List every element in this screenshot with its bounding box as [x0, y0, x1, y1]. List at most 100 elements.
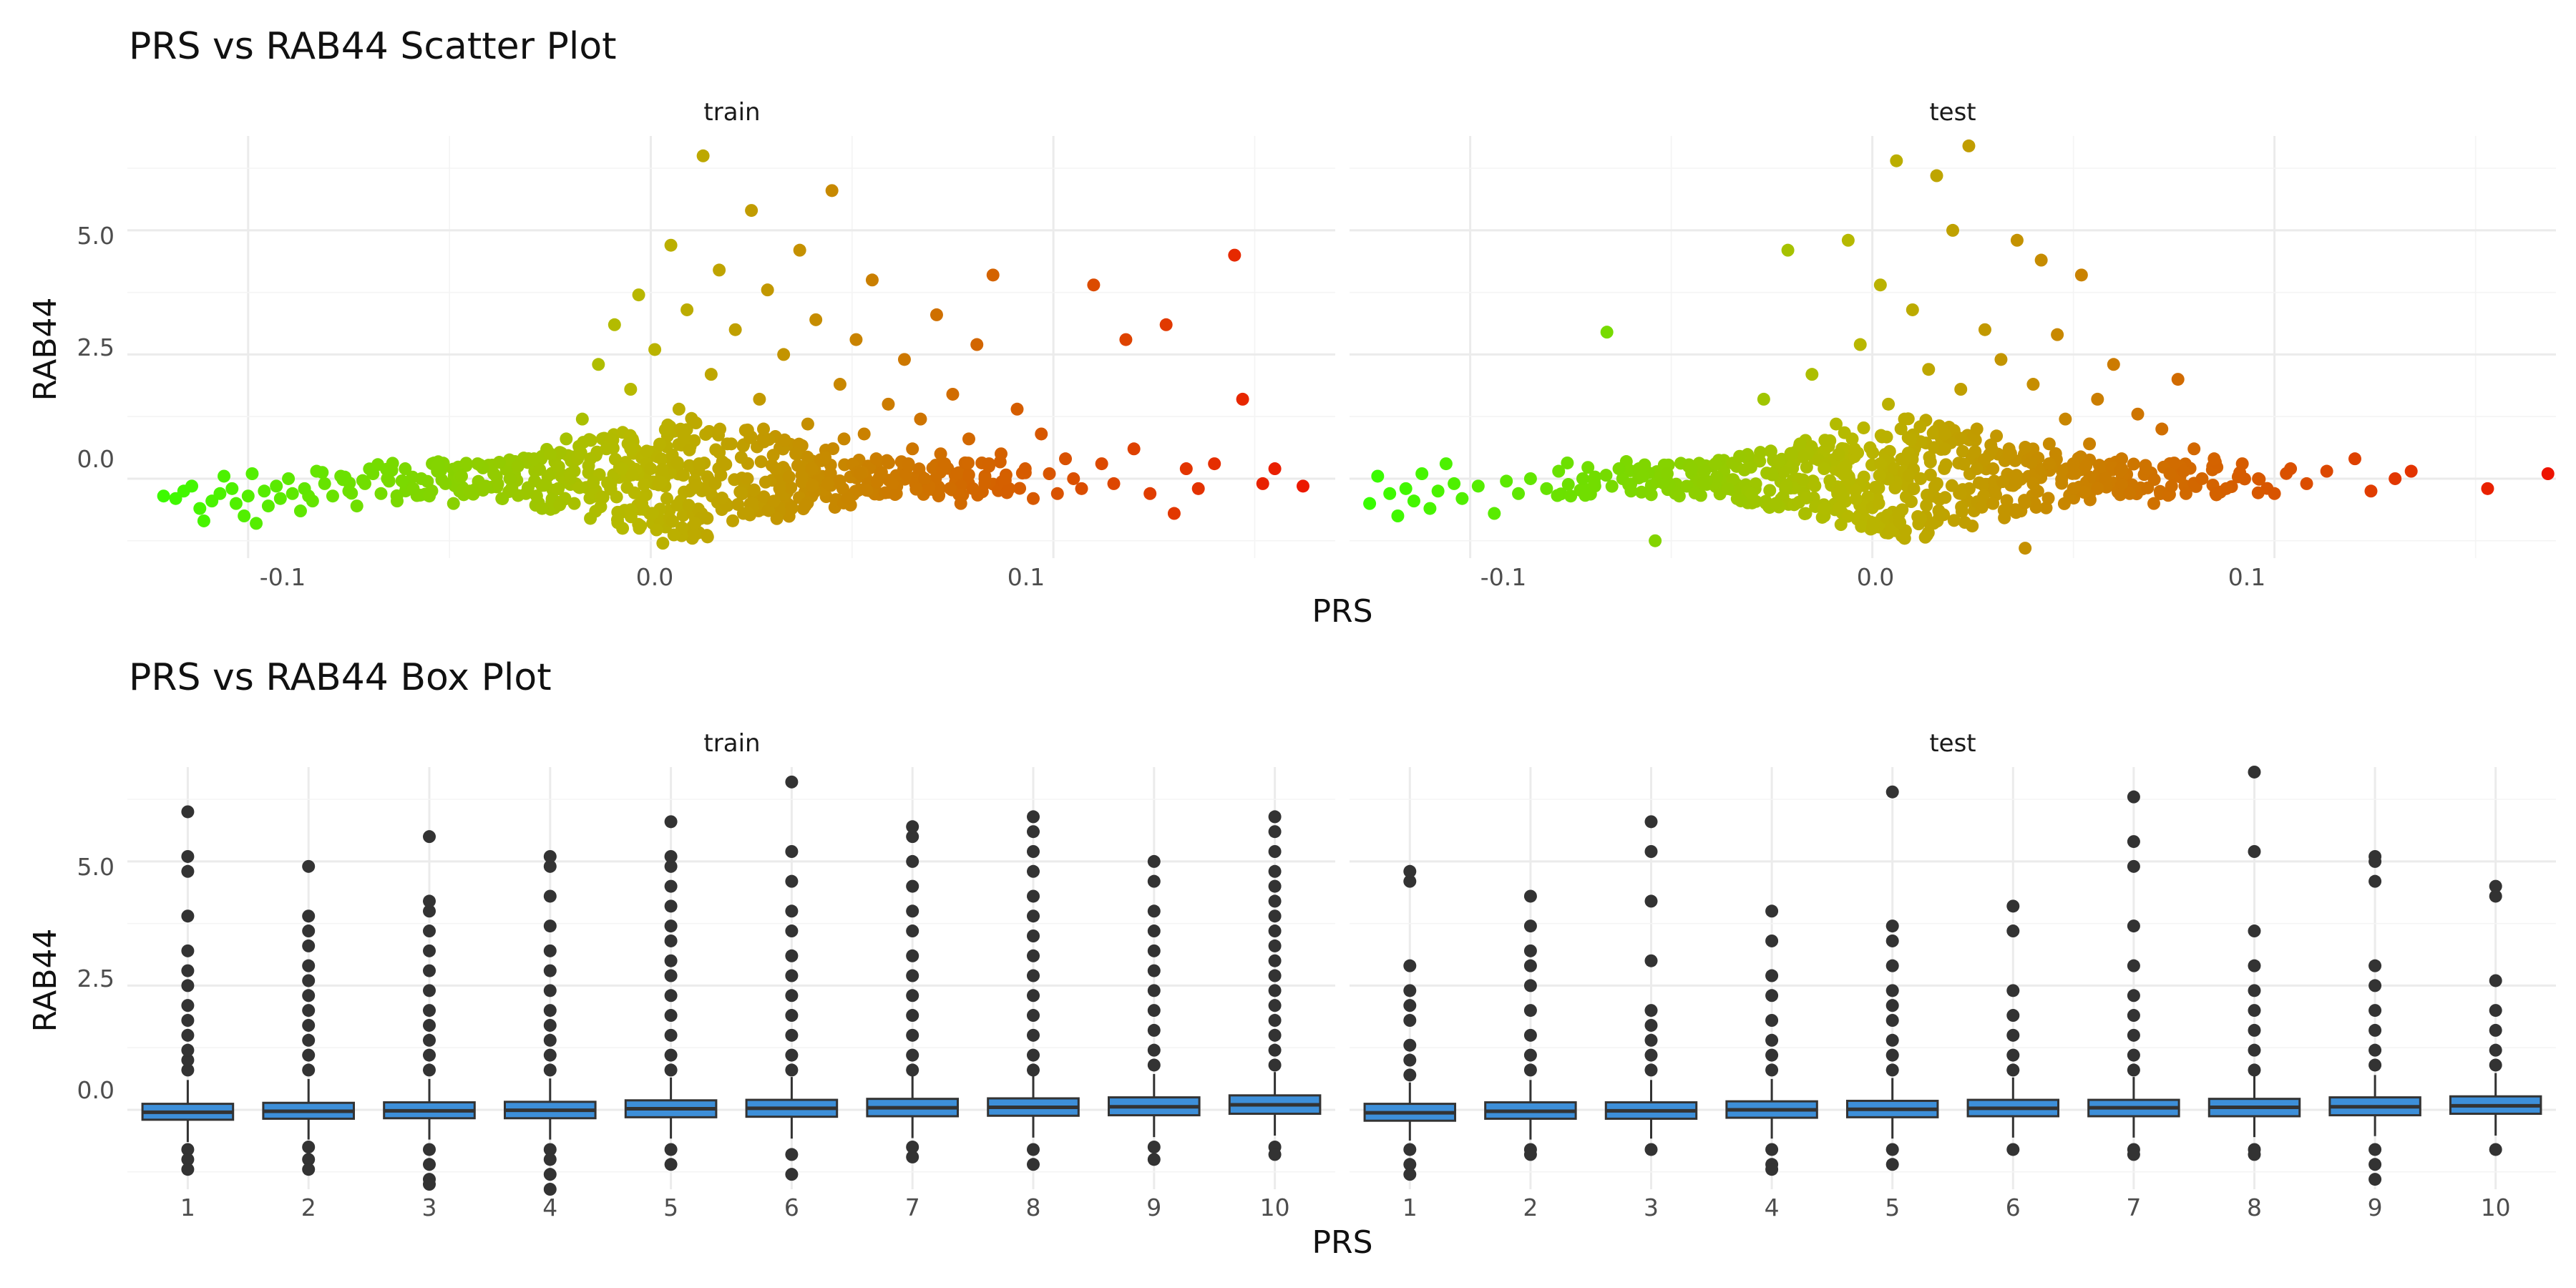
box-outlier: [423, 964, 436, 977]
scatter-x-tick-label: -0.1: [260, 563, 306, 591]
scatter-point: [677, 469, 691, 482]
scatter-point: [1834, 518, 1848, 532]
scatter-point: [998, 472, 1012, 485]
scatter-point: [527, 452, 541, 466]
scatter-point: [2404, 464, 2418, 478]
box-outlier: [2368, 959, 2382, 972]
scatter-point: [2024, 456, 2038, 469]
scatter-point: [2147, 473, 2161, 487]
scatter-point: [841, 492, 855, 505]
scatter-point: [2010, 504, 2024, 517]
scatter-point: [1018, 462, 1032, 476]
box-outlier: [906, 949, 919, 962]
box-outlier: [785, 924, 799, 938]
box-outlier: [543, 1004, 557, 1018]
scatter-point: [185, 479, 199, 493]
box-outlier: [1765, 1033, 1779, 1047]
box-outlier: [302, 939, 316, 952]
box-outlier: [2127, 1063, 2140, 1077]
box-outlier: [2248, 984, 2261, 997]
scatter-point: [492, 456, 506, 469]
box-outlier: [2368, 979, 2382, 992]
box-outlier: [1027, 930, 1040, 942]
scatter-point: [1167, 507, 1181, 520]
scatter-point: [374, 487, 388, 500]
box-outlier: [2248, 959, 2261, 972]
box-outlier: [1765, 1048, 1779, 1062]
scatter-point: [713, 422, 727, 436]
box-outlier: [2248, 845, 2261, 858]
scatter-point: [2364, 484, 2378, 498]
scatter-point: [645, 507, 659, 520]
scatter-point: [1698, 464, 1712, 478]
box-outlier: [906, 1063, 919, 1077]
scatter-y-axis: 5.0 2.5 0.0: [77, 222, 114, 473]
box-outlier: [302, 1018, 316, 1032]
scatter-point: [334, 469, 348, 483]
scatter-point: [1059, 452, 1073, 466]
scatter-point: [1588, 479, 1601, 493]
box-x-tick-label: 1: [180, 1194, 195, 1221]
box-outlier: [302, 1063, 316, 1077]
scatter-point: [1027, 492, 1040, 505]
scatter-point: [1636, 469, 1650, 483]
scatter-point: [1882, 397, 1896, 411]
scatter-point: [386, 457, 399, 470]
scatter-point: [1561, 478, 1575, 492]
box-outlier: [2006, 1048, 2020, 1062]
scatter-point: [801, 417, 814, 431]
box-outlier: [1147, 854, 1161, 868]
scatter-point: [1968, 445, 1982, 459]
box-outlier: [785, 1048, 799, 1062]
scatter-point: [553, 446, 567, 459]
box-outlier: [543, 984, 557, 997]
box-outlier: [1885, 1063, 1899, 1077]
scatter-point: [1780, 479, 1793, 492]
scatter-point: [950, 467, 964, 480]
box-outlier: [2489, 1143, 2502, 1156]
box-4: [504, 849, 597, 1196]
scatter-panel-label-train: train: [703, 98, 760, 127]
scatter-point: [1914, 512, 1928, 525]
box-outlier: [302, 1153, 316, 1166]
box-6: [745, 775, 839, 1181]
box-outlier: [543, 1063, 557, 1077]
box-outlier: [543, 889, 557, 903]
scatter-point: [902, 457, 915, 471]
scatter-point: [1256, 477, 1269, 490]
scatter-point: [1954, 487, 1968, 500]
scatter-point: [672, 402, 686, 416]
scatter-point: [640, 444, 653, 458]
box-outlier: [906, 969, 919, 982]
box-10: [1228, 810, 1322, 1161]
scatter-point: [1672, 489, 1686, 503]
box-outlier: [1885, 1014, 1899, 1027]
scatter-point: [1579, 489, 1592, 502]
box-outlier: [1885, 934, 1899, 947]
scatter-point: [770, 512, 784, 525]
scatter-point: [665, 514, 679, 528]
box-outlier: [1644, 1018, 1658, 1032]
box-outlier: [1027, 1009, 1040, 1023]
box-outlier: [1644, 1048, 1658, 1062]
scatter-point: [225, 482, 239, 495]
scatter-point: [689, 416, 703, 430]
scatter-point: [2066, 467, 2079, 480]
scatter-point: [1998, 511, 2011, 525]
scatter-point: [692, 457, 706, 471]
scatter-point: [1127, 442, 1141, 456]
scatter-point: [2177, 464, 2190, 478]
scatter-point: [423, 489, 436, 503]
scatter-point: [2077, 486, 2091, 499]
scatter-point: [1540, 482, 1553, 495]
scatter-point: [503, 472, 517, 485]
scatter-point: [2207, 452, 2221, 466]
scatter-point: [1500, 474, 1513, 488]
scatter-point: [2028, 497, 2041, 510]
scatter-point: [716, 492, 729, 505]
scatter-point: [1938, 427, 1951, 441]
scatter-point: [1757, 392, 1770, 406]
scatter-point: [2348, 452, 2361, 466]
box-x-tick-label: 1: [1402, 1194, 1418, 1221]
scatter-point: [962, 432, 975, 446]
